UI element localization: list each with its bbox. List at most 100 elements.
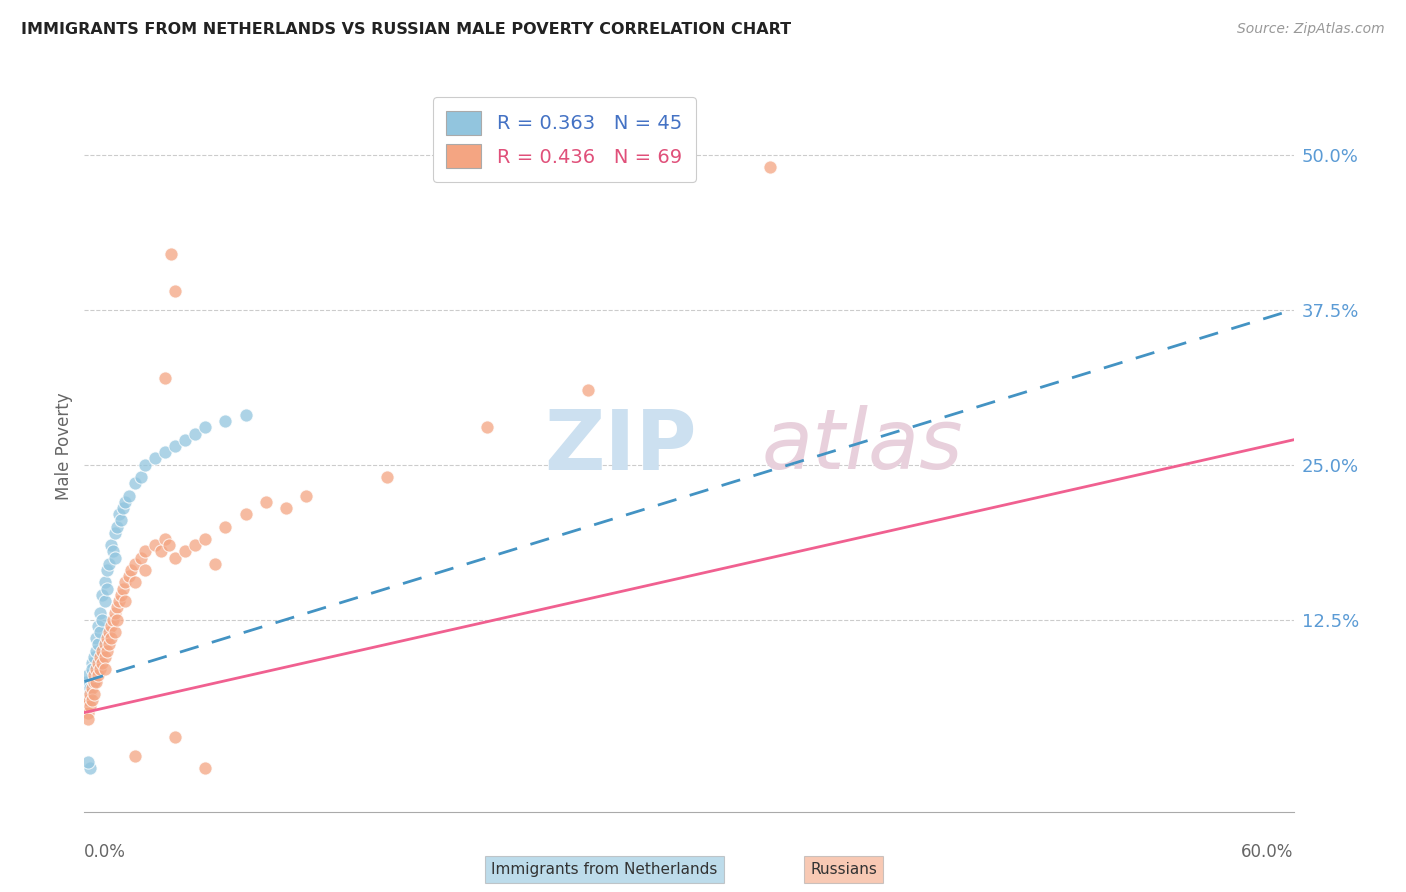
Text: ZIP: ZIP <box>544 406 696 486</box>
Point <box>124 575 146 590</box>
Point <box>134 458 156 472</box>
Point <box>86 631 108 645</box>
Point <box>100 538 122 552</box>
Point <box>93 637 115 651</box>
Point <box>104 624 127 639</box>
Point <box>86 643 108 657</box>
Point <box>274 500 297 515</box>
Point <box>165 439 187 453</box>
Point <box>107 507 129 521</box>
Point <box>96 643 118 657</box>
Point <box>124 476 146 491</box>
Point <box>114 495 136 509</box>
Point <box>91 643 114 657</box>
Point <box>165 550 187 565</box>
Point <box>153 371 176 385</box>
Point <box>79 761 101 775</box>
Point <box>79 699 101 714</box>
Point <box>214 519 236 533</box>
Point <box>153 445 176 459</box>
Point <box>214 414 236 428</box>
Point <box>184 426 207 441</box>
Point <box>124 557 146 571</box>
Point <box>83 674 105 689</box>
Point <box>91 613 114 627</box>
Point <box>91 656 114 670</box>
Point <box>104 550 127 565</box>
Point <box>174 544 197 558</box>
Point <box>96 631 118 645</box>
Point <box>129 550 152 565</box>
Point <box>194 532 217 546</box>
Point <box>105 600 128 615</box>
Point <box>87 637 110 651</box>
Point <box>96 582 118 596</box>
Point <box>79 687 101 701</box>
Point <box>143 538 166 552</box>
Point <box>89 624 111 639</box>
Point <box>97 557 120 571</box>
Point <box>83 687 105 701</box>
Point <box>87 619 110 633</box>
Text: atlas: atlas <box>762 406 963 486</box>
Point <box>97 624 120 639</box>
Point <box>87 668 110 682</box>
Text: IMMIGRANTS FROM NETHERLANDS VS RUSSIAN MALE POVERTY CORRELATION CHART: IMMIGRANTS FROM NETHERLANDS VS RUSSIAN M… <box>21 22 792 37</box>
Text: 0.0%: 0.0% <box>84 843 127 861</box>
Point <box>83 668 105 682</box>
Point <box>82 656 104 670</box>
Point <box>165 731 187 745</box>
Legend: R = 0.363   N = 45, R = 0.436   N = 69: R = 0.363 N = 45, R = 0.436 N = 69 <box>433 97 696 182</box>
Point <box>82 693 104 707</box>
Point <box>235 507 257 521</box>
Point <box>86 674 108 689</box>
Point <box>134 563 156 577</box>
Point <box>153 532 176 546</box>
Point <box>89 662 111 676</box>
Point <box>174 433 197 447</box>
Point <box>104 525 127 540</box>
Point <box>111 582 134 596</box>
Point <box>87 656 110 670</box>
Text: Source: ZipAtlas.com: Source: ZipAtlas.com <box>1237 22 1385 37</box>
Point <box>77 693 100 707</box>
Point <box>93 649 115 664</box>
Point <box>194 761 217 775</box>
Point <box>82 662 104 676</box>
Point <box>89 649 111 664</box>
Point <box>157 538 180 552</box>
Point <box>165 284 187 298</box>
Text: Immigrants from Netherlands: Immigrants from Netherlands <box>491 863 718 877</box>
Point <box>77 712 100 726</box>
Point <box>118 569 141 583</box>
Point <box>101 613 124 627</box>
Point <box>100 631 122 645</box>
Point <box>114 575 136 590</box>
Point <box>143 451 166 466</box>
Point <box>204 557 226 571</box>
Point <box>75 674 97 689</box>
Point <box>375 470 398 484</box>
Point <box>105 613 128 627</box>
Point <box>194 420 217 434</box>
Point <box>295 489 318 503</box>
Point <box>83 674 105 689</box>
Point <box>111 500 134 515</box>
Point <box>110 513 132 527</box>
Point <box>107 594 129 608</box>
Point <box>235 408 257 422</box>
Text: 60.0%: 60.0% <box>1241 843 1294 861</box>
Point <box>91 588 114 602</box>
Point <box>184 538 207 552</box>
Point <box>477 420 499 434</box>
Point <box>160 247 183 261</box>
Y-axis label: Male Poverty: Male Poverty <box>55 392 73 500</box>
Text: Russians: Russians <box>810 863 877 877</box>
Point <box>75 699 97 714</box>
Point <box>101 544 124 558</box>
Point <box>83 649 105 664</box>
Point <box>77 706 100 720</box>
Point <box>97 637 120 651</box>
Point <box>114 594 136 608</box>
Point <box>79 693 101 707</box>
